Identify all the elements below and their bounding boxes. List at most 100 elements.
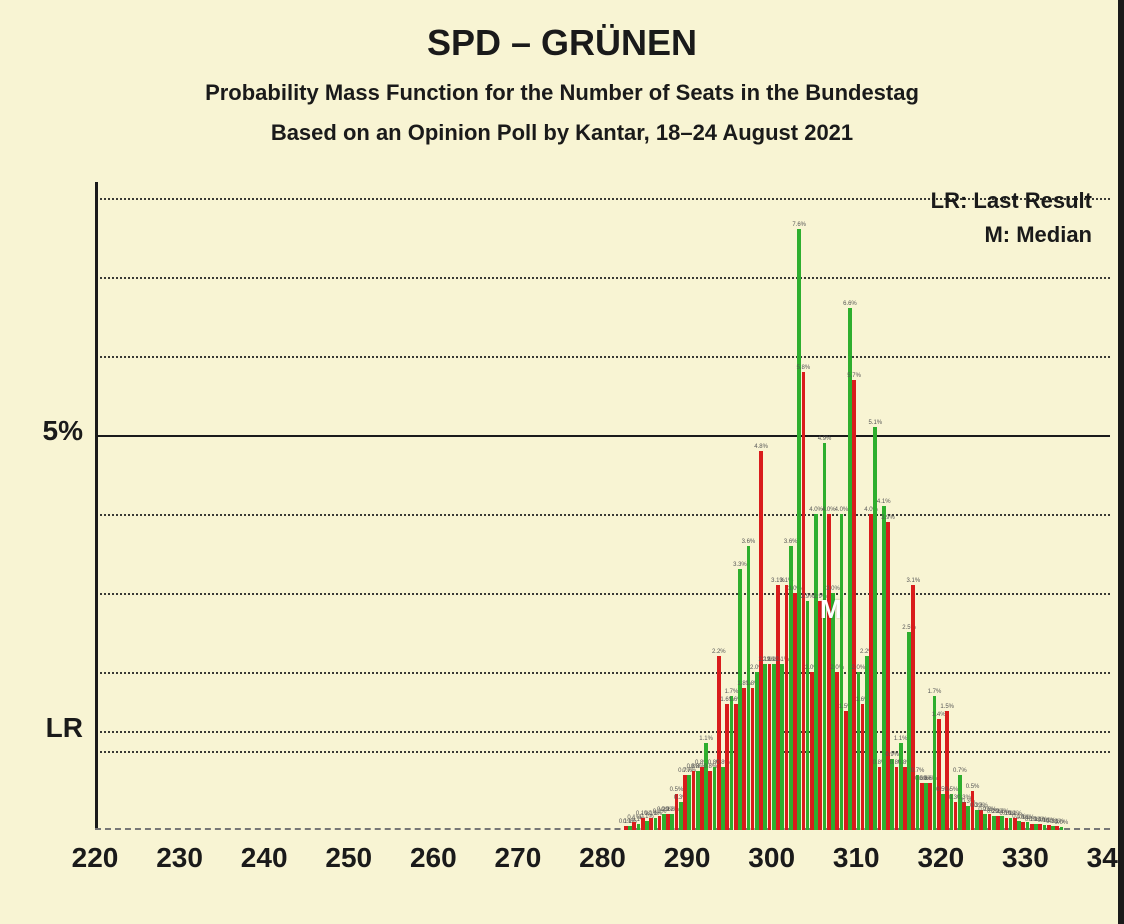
bar-green (890, 759, 894, 830)
bar-red (742, 688, 746, 830)
bar-value-label: 5.7% (847, 373, 861, 379)
bar-value-label: 3.6% (742, 539, 756, 545)
y-label-5pct: 5% (0, 415, 83, 447)
bar-red (962, 802, 966, 830)
gridline (95, 751, 1110, 753)
bar-green (882, 506, 886, 830)
bar-green (713, 767, 717, 830)
bar-green (916, 775, 920, 830)
bar-red (1055, 826, 1059, 830)
bar-value-label: 3.0% (826, 586, 840, 592)
bar-value-label: 3.9% (881, 515, 895, 521)
bar-value-label: 6.6% (843, 301, 857, 307)
bar-red (861, 704, 865, 830)
bar-red (649, 818, 653, 830)
bar-value-label: 4.0% (835, 507, 849, 513)
bar-green (1051, 826, 1055, 830)
bar-red (996, 816, 1000, 830)
bar-value-label: 1.7% (928, 689, 942, 695)
bar-value-label: 1.5% (940, 704, 954, 710)
bar-red (700, 767, 704, 830)
bar-red (988, 814, 992, 830)
bar-green (924, 783, 928, 830)
bar-green (730, 696, 734, 830)
bar-value-label: 5.8% (797, 365, 811, 371)
bar-value-label: 0.7% (911, 768, 925, 774)
bar-green (628, 826, 632, 830)
last-result-line (95, 731, 1110, 733)
bar-red (878, 767, 882, 830)
bar-red (641, 818, 645, 830)
chart-title: SPD – GRÜNEN (0, 22, 1124, 64)
bar-value-label: 5.1% (868, 420, 882, 426)
bar-green (1043, 825, 1047, 830)
gridline (95, 672, 1110, 674)
x-tick-label: 290 (664, 842, 711, 874)
bar-green (738, 569, 742, 830)
bar-value-label: 1.1% (894, 736, 908, 742)
bar-green (654, 818, 658, 830)
bar-red (1005, 818, 1009, 830)
bar-value-label: 2.2% (712, 649, 726, 655)
y-label-lr: LR (0, 712, 83, 744)
bar-red (759, 451, 763, 830)
bar-green (772, 664, 776, 830)
bar-red (827, 514, 831, 830)
bar-value-label: 0.0% (1055, 820, 1069, 826)
bar-green (696, 771, 700, 830)
x-tick-label: 330 (1002, 842, 1049, 874)
bar-red (624, 826, 628, 830)
bar-value-label: 0.9% (885, 752, 899, 758)
median-marker: M (820, 594, 842, 625)
bar-red (979, 810, 983, 830)
bar-red (920, 783, 924, 830)
bar-green (1009, 818, 1013, 830)
bar-green (873, 427, 877, 830)
x-tick-label: 300 (748, 842, 795, 874)
bar-red (835, 672, 839, 830)
bar-red (1038, 824, 1042, 830)
bar-value-label: 7.6% (792, 222, 806, 228)
bar-red (1021, 822, 1025, 830)
bar-red (785, 585, 789, 830)
bar-green (823, 443, 827, 830)
bar-green (992, 816, 996, 830)
bar-value-label: 4.8% (754, 444, 768, 450)
bar-red (632, 822, 636, 830)
bar-value-label: 0.7% (953, 768, 967, 774)
bar-green (814, 514, 818, 830)
bar-red (937, 719, 941, 830)
bar-value-label: 1.4% (932, 712, 946, 718)
bar-green (848, 308, 852, 830)
x-tick-label: 310 (833, 842, 880, 874)
chart-subtitle-1: Probability Mass Function for the Number… (0, 80, 1124, 106)
bar-red (725, 704, 729, 830)
bar-red (971, 791, 975, 831)
gridline (95, 277, 1110, 279)
bar-red (658, 816, 662, 830)
gridline (95, 356, 1110, 358)
bar-red (717, 656, 721, 830)
bar-green (670, 814, 674, 830)
bar-red (768, 664, 772, 830)
bar-value-label: 2.0% (852, 665, 866, 671)
plot-area: 0.1%0.1%0.1%0.1%0.1%0.1%0.1%0.1%0.2%0.2%… (95, 182, 1110, 830)
bar-red (751, 688, 755, 830)
bar-value-label: 0.5% (670, 787, 684, 793)
bar-red (802, 372, 806, 830)
bar-green (704, 743, 708, 830)
bar-green (1017, 821, 1021, 830)
bar-value-label: 0.5% (966, 784, 980, 790)
bar-green (687, 775, 691, 830)
bar-value-label: 4.1% (877, 499, 891, 505)
legend-median: M: Median (984, 222, 1092, 248)
bar-green (679, 802, 683, 830)
bar-red (895, 767, 899, 830)
bar-red (1030, 824, 1034, 830)
bar-green (831, 593, 835, 830)
bar-red (928, 783, 932, 830)
bar-value-label: 1.1% (699, 736, 713, 742)
bar-red (954, 802, 958, 830)
bar-green (975, 810, 979, 830)
bar-value-label: 4.0% (809, 507, 823, 513)
